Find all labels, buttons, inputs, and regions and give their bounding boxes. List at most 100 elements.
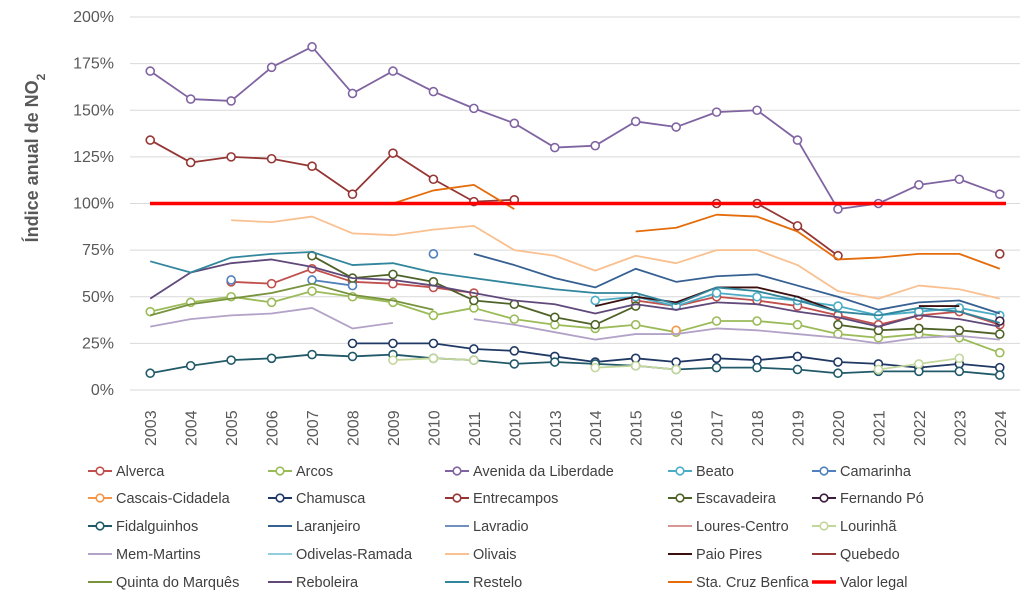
x-tick-label: 2012 (507, 410, 524, 446)
data-point-avenida-da-liberdade (347, 88, 358, 99)
legend-item-fidalguinhos: Fidalguinhos (88, 519, 198, 535)
y-tick-label: 25% (82, 335, 114, 352)
data-point-arcos (994, 347, 1005, 358)
legend-marker (675, 466, 685, 476)
legend-label: Entrecampos (473, 491, 558, 507)
series-restelo (149, 251, 1001, 324)
legend-marker (452, 493, 462, 503)
legend-item-entrecampos: Entrecampos (445, 491, 558, 507)
x-tick-label: 2016 (669, 410, 686, 446)
data-point-avenida-da-liberdade (994, 189, 1005, 199)
data-point-arcos (307, 286, 317, 296)
legend-label: Paio Pires (696, 547, 762, 563)
data-point-chamusca (711, 353, 722, 364)
data-point-escavadeira (549, 312, 560, 323)
data-point-avenida-da-liberdade (469, 103, 479, 114)
y-tick-label: 75% (82, 242, 114, 259)
data-point-avenida-da-liberdade (428, 86, 439, 97)
legend-label: Mem-Martins (116, 547, 201, 563)
x-tick-label: 2021 (871, 410, 888, 446)
y-tick-label: 175% (73, 56, 114, 73)
data-point-chamusca (509, 346, 520, 356)
data-point-fidalguinhos (266, 353, 277, 364)
data-point-avenida-da-liberdade (630, 116, 641, 127)
legend-marker (95, 521, 105, 531)
y-axis-label: Índice anual de NO2 (21, 73, 48, 242)
legend-label: Reboleira (296, 575, 359, 591)
data-point-arcos (792, 319, 803, 330)
legend-label: Camarinha (840, 464, 912, 480)
legend-label: Beato (696, 464, 734, 480)
series-laranjeiro (473, 252, 1001, 315)
legend-item-alverca: Alverca (88, 464, 165, 480)
data-point-avenida-da-liberdade (954, 174, 965, 185)
data-point-escavadeira (590, 319, 601, 330)
series-line-avenida-da-liberdade (149, 45, 1001, 210)
data-point-lourinha (914, 359, 924, 369)
x-tick-label: 2022 (912, 410, 929, 446)
data-point-arcos (630, 319, 641, 330)
data-point-lourinha (469, 355, 479, 365)
legend-label: Chamusca (296, 491, 366, 507)
data-point-fidalguinhos (994, 370, 1005, 380)
series-line-alverca (635, 295, 1001, 326)
series-entrecampos (145, 135, 1005, 261)
data-point-arcos (145, 306, 156, 317)
data-point-chamusca (347, 338, 358, 349)
legend-item-laranjeiro: Laranjeiro (268, 519, 361, 535)
data-point-fidalguinhos (509, 359, 520, 369)
legend-label: Lavradio (473, 519, 529, 535)
data-point-beato (590, 295, 601, 306)
x-tick-label: 2009 (386, 410, 403, 446)
data-point-lourinha (671, 364, 681, 375)
series-line-entrecampos (149, 139, 515, 203)
legend-label: Loures-Centro (696, 519, 789, 535)
legend-label: Alverca (116, 464, 165, 480)
data-point-escavadeira (954, 325, 965, 336)
data-point-avenida-da-liberdade (590, 140, 601, 151)
data-point-entrecampos (388, 148, 398, 158)
x-tick-label: 2019 (791, 410, 808, 446)
series-line-sta-cruz-benfica (392, 183, 515, 210)
data-point-arcos (711, 316, 722, 326)
series-line-sta-cruz-benfica (635, 213, 1001, 270)
data-point-fidalguinhos (226, 355, 236, 365)
data-point-avenida-da-liberdade (185, 94, 196, 104)
data-point-escavadeira (388, 269, 398, 280)
legend-label: Restelo (473, 575, 522, 591)
x-tick-label: 2007 (305, 410, 322, 446)
data-point-avenida-da-liberdade (226, 96, 236, 106)
data-point-lourinha (630, 360, 641, 371)
data-point-lourinha (388, 355, 398, 365)
data-point-lourinha (873, 364, 884, 375)
data-point-avenida-da-liberdade (671, 122, 681, 132)
legend-marker (819, 493, 829, 503)
data-point-camarinha (226, 275, 236, 285)
data-point-fidalguinhos (185, 360, 196, 371)
x-tick-label: 2013 (548, 410, 565, 446)
legend-label: Valor legal (840, 575, 907, 591)
data-point-escavadeira (630, 301, 641, 311)
data-point-alverca (266, 278, 277, 289)
legend-item-chamusca: Chamusca (268, 491, 366, 507)
legend-marker (819, 521, 829, 531)
legend: Alverca Arcos Avenida da Liberdade Beato Cam… (88, 464, 924, 591)
x-tick-label: 2023 (952, 410, 969, 446)
legend-label: Escavadeira (696, 491, 777, 507)
legend-item-reboleira: Reboleira (268, 575, 359, 591)
series-line-mem-martins (150, 307, 394, 330)
data-point-lourinha (428, 353, 439, 364)
legend-item-escavadeira: Escavadeira (668, 491, 777, 507)
legend-marker (95, 493, 105, 503)
series-line-reboleira (149, 258, 1000, 328)
data-point-fidalguinhos (347, 351, 358, 362)
data-point-escavadeira (469, 295, 479, 306)
legend-item-paio-pires: Paio Pires (668, 547, 762, 563)
legend-item-quinta-do-marques: Quinta do Marquês (88, 575, 239, 591)
data-point-avenida-da-liberdade (307, 42, 317, 52)
legend-item-valor-legal: Valor legal (812, 575, 907, 591)
data-point-beato (711, 288, 722, 298)
series-beato (590, 288, 1005, 321)
legend-item-camarinha: Camarinha (812, 464, 912, 480)
